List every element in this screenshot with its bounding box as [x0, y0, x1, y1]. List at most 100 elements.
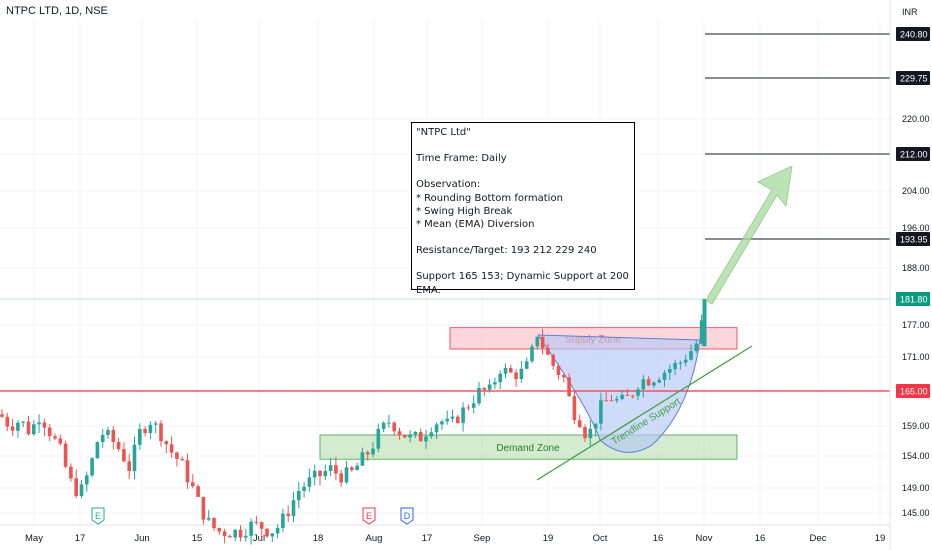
candle: [42, 422, 47, 428]
candle: [228, 535, 232, 538]
candle: [233, 529, 237, 538]
candle: [609, 400, 614, 402]
price-axis[interactable]: INR 145.00 149.00 154.00 159.00 165.00 171.00 1…: [889, 0, 930, 550]
event-marker-badge: [91, 507, 105, 525]
candle: [259, 522, 264, 529]
event-marker: E: [91, 507, 105, 525]
x-tick-label: Dec: [810, 533, 827, 544]
candle: [74, 478, 78, 497]
x-tick-label: Aug: [366, 533, 383, 544]
candle: [641, 379, 646, 390]
candle: [630, 395, 635, 397]
x-tick-label: Jul: [253, 533, 265, 544]
demand-zone-label: Demand Zone: [496, 443, 560, 454]
candle: [593, 423, 598, 429]
event-marker-label: D: [404, 511, 411, 521]
candle: [222, 531, 227, 536]
candle: [206, 517, 211, 520]
price-tag-label: 165.00: [900, 387, 928, 397]
candle: [244, 535, 248, 538]
time-axis[interactable]: May 17 Jun 15 Jul 18 Aug 17 Sep 19 Oct 16 Nov 16 Dec 19: [25, 533, 885, 544]
candle: [471, 403, 476, 408]
candle: [180, 458, 184, 461]
candle: [556, 365, 561, 376]
y-tick-label: 220.00: [902, 114, 930, 124]
candle: [646, 379, 651, 386]
price-tag: [896, 27, 930, 41]
candle: [397, 431, 402, 436]
candle: [387, 422, 391, 424]
candle: [185, 460, 190, 483]
event-marker: D: [400, 507, 414, 525]
price-tag-label: 212.00: [900, 150, 928, 160]
x-tick-label: 17: [422, 533, 433, 544]
candle: [381, 422, 386, 429]
candle: [450, 416, 455, 419]
candle: [153, 423, 158, 425]
analysis-note[interactable]: "NTPC Ltd" Time Frame: Daily Observation: *…: [411, 122, 635, 296]
candle: [652, 382, 656, 386]
candle: [334, 465, 338, 474]
candle: [599, 400, 603, 424]
note-line: "NTPC Ltd": [416, 127, 471, 138]
candle: [302, 486, 306, 491]
candle: [440, 421, 444, 425]
candle: [456, 416, 460, 423]
candle: [164, 441, 169, 445]
candle: [350, 467, 354, 471]
candle: [37, 422, 41, 425]
candle: [26, 421, 31, 435]
candle: [159, 423, 163, 442]
price-tag: [896, 232, 930, 246]
candle: [678, 362, 683, 364]
demand-zone: [319, 434, 738, 460]
currency-label: INR: [902, 7, 918, 17]
candle: [620, 394, 624, 399]
price-tag-label: 193.95: [900, 235, 928, 245]
candle: [683, 359, 688, 363]
candle: [514, 372, 518, 380]
zones: Supply ZoneDemand Zone: [0, 33, 890, 460]
candle: [567, 377, 571, 397]
candle: [111, 429, 116, 443]
candle: [339, 473, 343, 483]
note-line: Time Frame: Daily: [416, 153, 507, 165]
x-tick-label: 17: [75, 533, 86, 544]
candle: [365, 452, 370, 455]
x-tick-label: 16: [755, 533, 766, 544]
candle: [424, 436, 428, 442]
candle: [138, 429, 142, 445]
event-marker: E: [362, 507, 376, 525]
candle: [100, 434, 105, 443]
candle: [694, 343, 699, 352]
candle: [10, 426, 15, 431]
price-tag: [896, 71, 930, 85]
y-tick-label: 204.00: [902, 186, 930, 196]
candle: [588, 428, 593, 439]
candle: [604, 400, 608, 402]
candles: [0, 299, 707, 545]
candle: [5, 416, 10, 427]
candle: [132, 444, 137, 471]
candle: [668, 369, 672, 373]
y-tick-label: 177.00: [902, 320, 930, 330]
candle: [16, 422, 20, 431]
symbol-header[interactable]: NTPC LTD, 1D, NSE: [6, 5, 108, 17]
note-line: Observation:: [416, 179, 481, 191]
price-tag: [896, 384, 930, 398]
rounding-bottom-shape: [537, 334, 701, 453]
y-tick-label: 159.00: [902, 421, 930, 431]
price-tag-label: 240.80: [900, 30, 928, 40]
x-tick-label: Nov: [696, 533, 713, 544]
candle: [689, 351, 693, 360]
note-line: Support 165 153; Dynamic Support at 200 …: [416, 271, 629, 296]
price-tag-label: 181.80: [900, 295, 928, 305]
price-tag-label: 229.75: [900, 74, 928, 84]
x-tick-label: May: [25, 533, 43, 544]
y-tick-label: 149.00: [902, 483, 930, 493]
event-marker-badge: [362, 507, 376, 525]
candle: [657, 379, 661, 383]
note-line: * Mean (EMA) Diversion: [416, 219, 535, 231]
candle: [540, 336, 545, 349]
